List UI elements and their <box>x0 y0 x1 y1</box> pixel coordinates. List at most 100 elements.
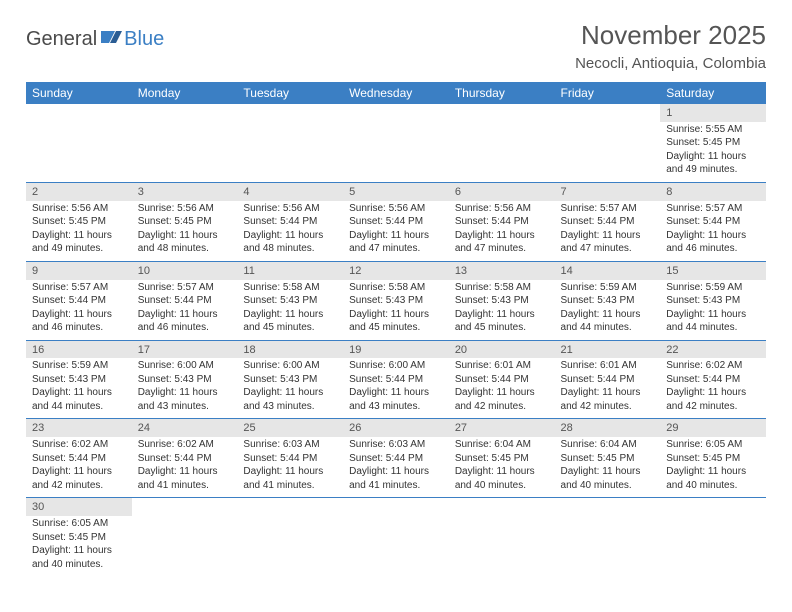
day-info-cell <box>555 516 661 576</box>
day-info-cell: Sunrise: 6:00 AMSunset: 5:43 PMDaylight:… <box>132 358 238 419</box>
calendar-header-row: SundayMondayTuesdayWednesdayThursdayFrid… <box>26 82 766 104</box>
day-info-cell: Sunrise: 5:59 AMSunset: 5:43 PMDaylight:… <box>660 280 766 341</box>
day-number-cell: 28 <box>555 419 661 437</box>
day-info-cell: Sunrise: 5:58 AMSunset: 5:43 PMDaylight:… <box>343 280 449 341</box>
page-title: November 2025 <box>575 20 766 51</box>
day-info-cell: Sunrise: 5:55 AMSunset: 5:45 PMDaylight:… <box>660 122 766 183</box>
day-info-cell: Sunrise: 6:03 AMSunset: 5:44 PMDaylight:… <box>343 437 449 498</box>
day-number-cell <box>26 104 132 122</box>
logo: General Blue <box>26 20 164 51</box>
day-number-cell: 26 <box>343 419 449 437</box>
day-number-cell: 30 <box>26 498 132 516</box>
day-header: Sunday <box>26 82 132 104</box>
day-number-cell: 11 <box>237 261 343 279</box>
day-header: Saturday <box>660 82 766 104</box>
day-number-cell: 27 <box>449 419 555 437</box>
day-info-cell <box>449 516 555 576</box>
day-info-cell <box>132 122 238 183</box>
day-info-cell: Sunrise: 5:57 AMSunset: 5:44 PMDaylight:… <box>132 280 238 341</box>
day-info-cell <box>449 122 555 183</box>
day-info-cell <box>660 516 766 576</box>
day-header: Friday <box>555 82 661 104</box>
day-number-cell: 21 <box>555 340 661 358</box>
day-number-cell: 22 <box>660 340 766 358</box>
day-info-cell: Sunrise: 5:56 AMSunset: 5:44 PMDaylight:… <box>237 201 343 262</box>
daynum-row: 30 <box>26 498 766 516</box>
day-number-cell <box>343 104 449 122</box>
info-row: Sunrise: 6:02 AMSunset: 5:44 PMDaylight:… <box>26 437 766 498</box>
day-info-cell: Sunrise: 6:02 AMSunset: 5:44 PMDaylight:… <box>132 437 238 498</box>
day-number-cell <box>449 104 555 122</box>
day-number-cell <box>449 498 555 516</box>
day-header: Wednesday <box>343 82 449 104</box>
day-info-cell <box>237 516 343 576</box>
flag-icon <box>101 29 123 50</box>
day-info-cell: Sunrise: 5:57 AMSunset: 5:44 PMDaylight:… <box>26 280 132 341</box>
day-number-cell: 18 <box>237 340 343 358</box>
day-info-cell: Sunrise: 6:01 AMSunset: 5:44 PMDaylight:… <box>555 358 661 419</box>
day-number-cell: 1 <box>660 104 766 122</box>
logo-text-1: General <box>26 28 97 51</box>
day-number-cell <box>555 498 661 516</box>
day-number-cell <box>660 498 766 516</box>
day-info-cell: Sunrise: 6:03 AMSunset: 5:44 PMDaylight:… <box>237 437 343 498</box>
day-info-cell <box>555 122 661 183</box>
logo-text-2: Blue <box>124 28 164 51</box>
day-number-cell: 19 <box>343 340 449 358</box>
daynum-row: 23242526272829 <box>26 419 766 437</box>
day-info-cell: Sunrise: 5:57 AMSunset: 5:44 PMDaylight:… <box>555 201 661 262</box>
daynum-row: 1 <box>26 104 766 122</box>
calendar-page: General Blue November 2025 Necocli, Anti… <box>0 0 792 596</box>
daynum-row: 9101112131415 <box>26 261 766 279</box>
calendar-body: 1Sunrise: 5:55 AMSunset: 5:45 PMDaylight… <box>26 104 766 576</box>
day-info-cell: Sunrise: 5:58 AMSunset: 5:43 PMDaylight:… <box>449 280 555 341</box>
day-info-cell: Sunrise: 5:59 AMSunset: 5:43 PMDaylight:… <box>555 280 661 341</box>
day-number-cell: 4 <box>237 182 343 200</box>
day-info-cell: Sunrise: 5:56 AMSunset: 5:45 PMDaylight:… <box>132 201 238 262</box>
day-number-cell: 2 <box>26 182 132 200</box>
info-row: Sunrise: 5:55 AMSunset: 5:45 PMDaylight:… <box>26 122 766 183</box>
day-info-cell <box>343 122 449 183</box>
header: General Blue November 2025 Necocli, Anti… <box>26 20 766 72</box>
calendar-table: SundayMondayTuesdayWednesdayThursdayFrid… <box>26 82 766 576</box>
title-block: November 2025 Necocli, Antioquia, Colomb… <box>575 20 766 72</box>
day-number-cell: 15 <box>660 261 766 279</box>
day-info-cell: Sunrise: 5:58 AMSunset: 5:43 PMDaylight:… <box>237 280 343 341</box>
day-number-cell: 29 <box>660 419 766 437</box>
day-info-cell: Sunrise: 6:00 AMSunset: 5:43 PMDaylight:… <box>237 358 343 419</box>
info-row: Sunrise: 6:05 AMSunset: 5:45 PMDaylight:… <box>26 516 766 576</box>
day-number-cell <box>555 104 661 122</box>
day-info-cell: Sunrise: 5:59 AMSunset: 5:43 PMDaylight:… <box>26 358 132 419</box>
day-number-cell: 8 <box>660 182 766 200</box>
day-number-cell: 23 <box>26 419 132 437</box>
day-number-cell: 17 <box>132 340 238 358</box>
day-number-cell: 24 <box>132 419 238 437</box>
day-header: Thursday <box>449 82 555 104</box>
day-info-cell <box>343 516 449 576</box>
day-number-cell <box>132 498 238 516</box>
day-number-cell <box>132 104 238 122</box>
day-number-cell: 10 <box>132 261 238 279</box>
info-row: Sunrise: 5:57 AMSunset: 5:44 PMDaylight:… <box>26 280 766 341</box>
day-info-cell <box>26 122 132 183</box>
daynum-row: 16171819202122 <box>26 340 766 358</box>
day-info-cell: Sunrise: 5:56 AMSunset: 5:44 PMDaylight:… <box>343 201 449 262</box>
day-number-cell <box>343 498 449 516</box>
info-row: Sunrise: 5:56 AMSunset: 5:45 PMDaylight:… <box>26 201 766 262</box>
day-header: Tuesday <box>237 82 343 104</box>
day-info-cell: Sunrise: 6:05 AMSunset: 5:45 PMDaylight:… <box>26 516 132 576</box>
day-number-cell: 9 <box>26 261 132 279</box>
day-info-cell: Sunrise: 6:01 AMSunset: 5:44 PMDaylight:… <box>449 358 555 419</box>
day-info-cell: Sunrise: 6:04 AMSunset: 5:45 PMDaylight:… <box>449 437 555 498</box>
day-info-cell: Sunrise: 5:57 AMSunset: 5:44 PMDaylight:… <box>660 201 766 262</box>
info-row: Sunrise: 5:59 AMSunset: 5:43 PMDaylight:… <box>26 358 766 419</box>
day-info-cell <box>132 516 238 576</box>
day-info-cell: Sunrise: 6:00 AMSunset: 5:44 PMDaylight:… <box>343 358 449 419</box>
day-number-cell: 25 <box>237 419 343 437</box>
day-number-cell <box>237 498 343 516</box>
day-header: Monday <box>132 82 238 104</box>
location-text: Necocli, Antioquia, Colombia <box>575 55 766 72</box>
day-number-cell <box>237 104 343 122</box>
daynum-row: 2345678 <box>26 182 766 200</box>
day-number-cell: 3 <box>132 182 238 200</box>
